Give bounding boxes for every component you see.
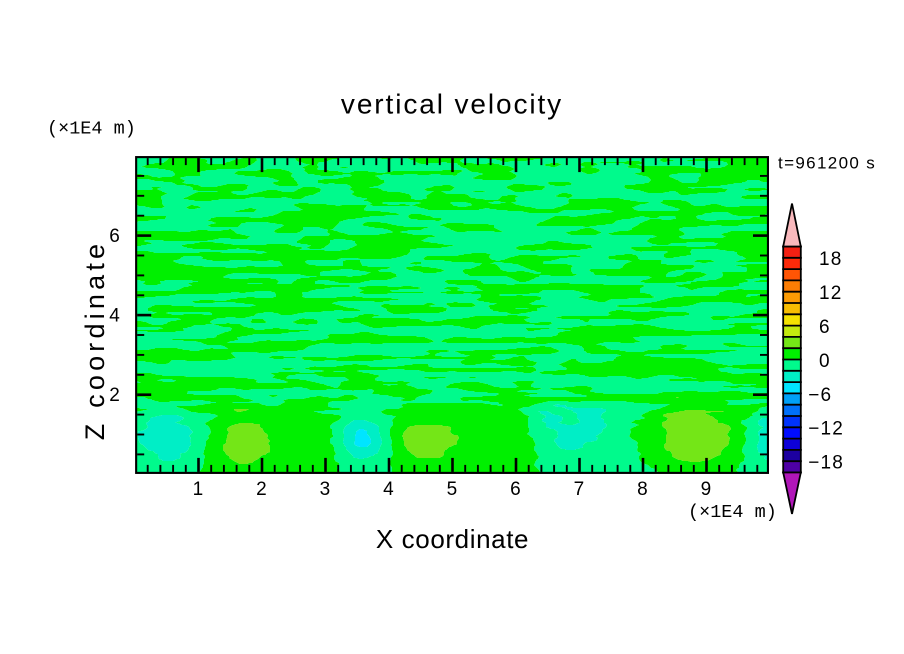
svg-text:2: 2 <box>256 479 268 500</box>
svg-text:2: 2 <box>109 385 121 406</box>
svg-text:6: 6 <box>109 226 121 247</box>
svg-text:−12: −12 <box>808 419 844 440</box>
svg-text:6: 6 <box>510 479 522 500</box>
svg-text:vertical velocity: vertical velocity <box>341 89 563 120</box>
svg-text:12: 12 <box>819 283 843 304</box>
svg-text:t=961200 s: t=961200 s <box>778 154 876 173</box>
svg-text:(×1E4 m): (×1E4 m) <box>688 502 777 523</box>
svg-text:(×1E4 m): (×1E4 m) <box>47 119 136 140</box>
svg-text:8: 8 <box>637 479 649 500</box>
svg-text:6: 6 <box>819 317 831 338</box>
svg-text:3: 3 <box>320 479 332 500</box>
svg-text:Z coordinate: Z coordinate <box>80 240 110 440</box>
svg-text:7: 7 <box>574 479 586 500</box>
svg-text:0: 0 <box>819 351 831 372</box>
svg-text:9: 9 <box>701 479 713 500</box>
svg-text:1: 1 <box>193 479 205 500</box>
svg-text:18: 18 <box>819 249 843 270</box>
svg-text:4: 4 <box>383 479 395 500</box>
svg-text:5: 5 <box>447 479 459 500</box>
svg-text:−6: −6 <box>808 385 832 406</box>
svg-text:X coordinate: X coordinate <box>376 524 529 554</box>
svg-text:−18: −18 <box>808 453 844 474</box>
svg-text:4: 4 <box>109 306 121 327</box>
